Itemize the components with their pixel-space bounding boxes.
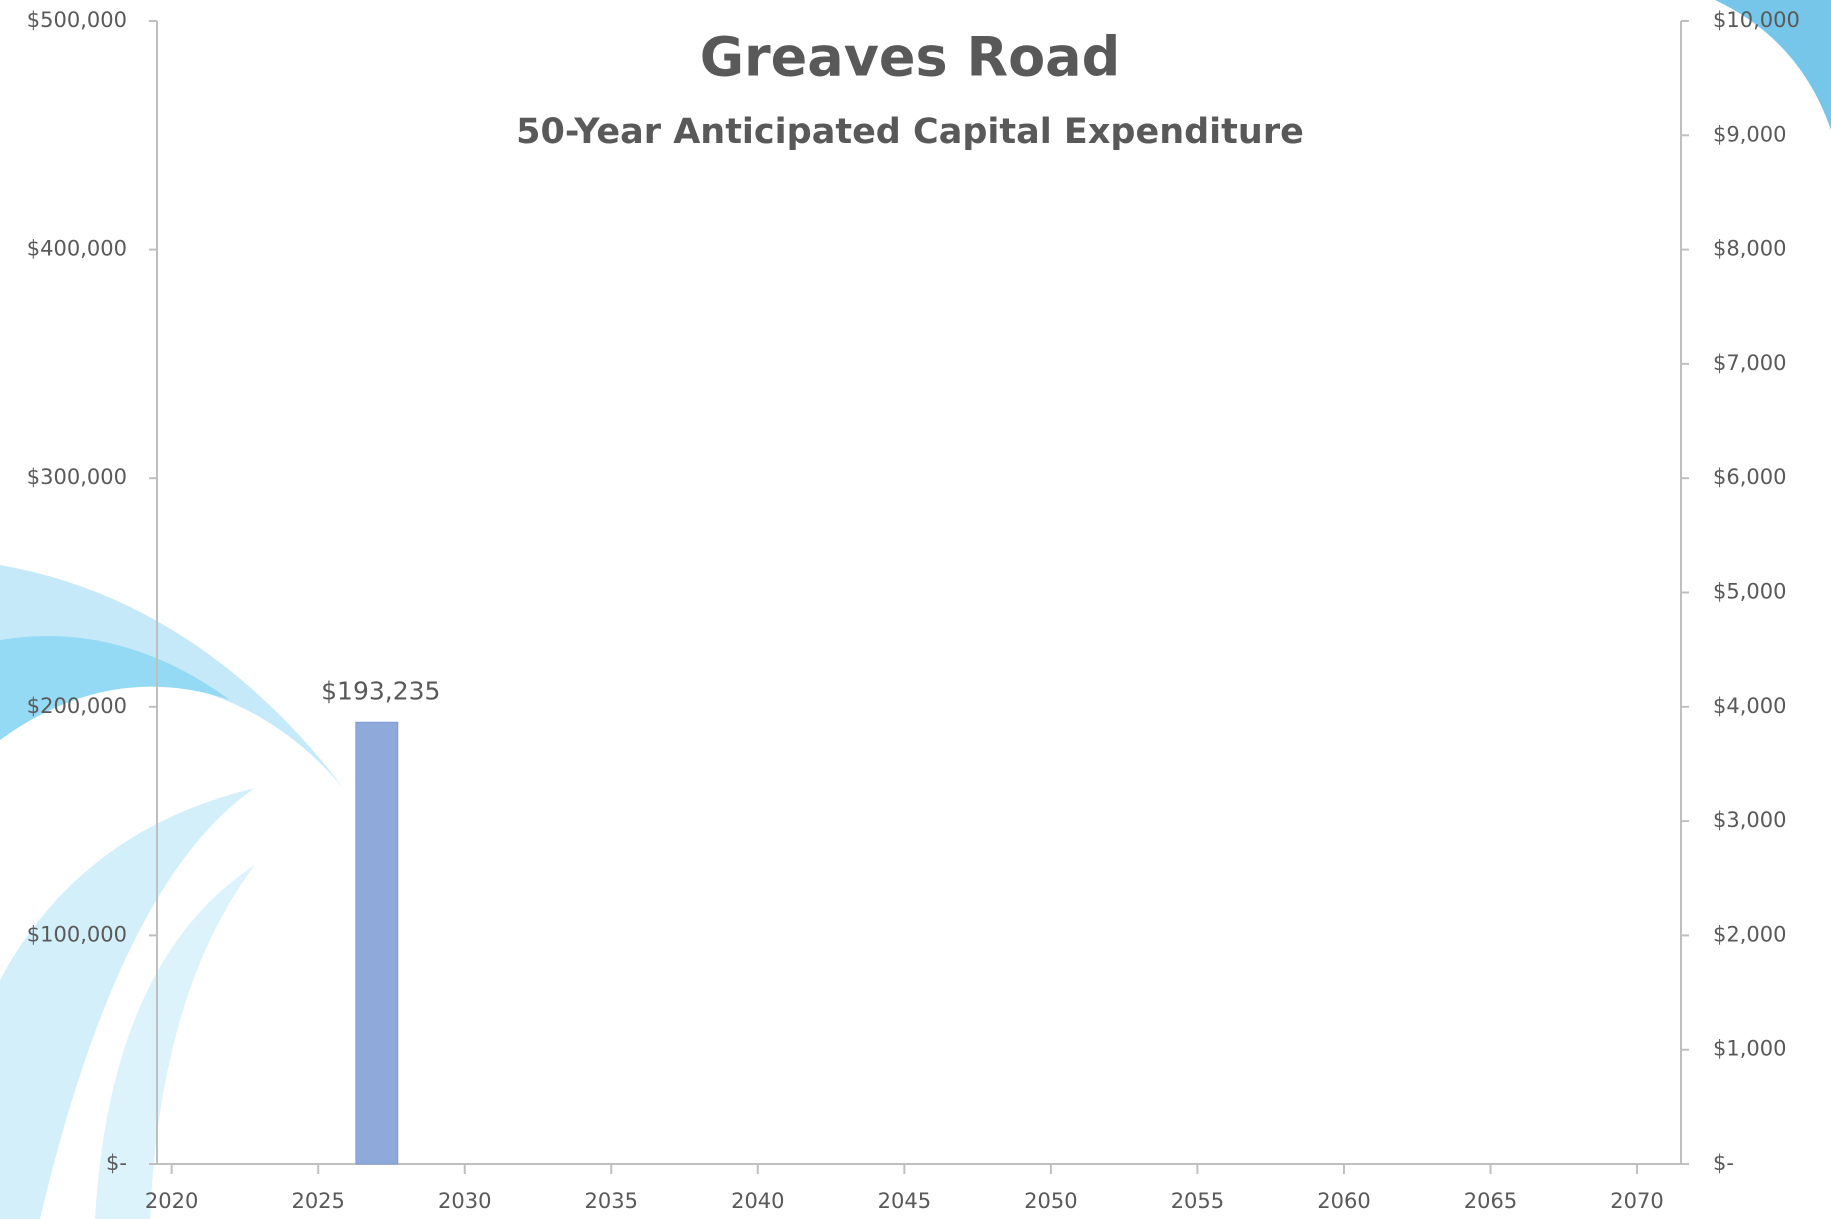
x-tick-label: 2060 <box>1317 1189 1370 1213</box>
y-tick-label: $500,000 <box>27 8 127 32</box>
y-tick-label: $400,000 <box>27 237 127 261</box>
y2-tick-label: $7,000 <box>1713 351 1786 375</box>
y2-tick-label: $- <box>1713 1151 1734 1175</box>
data-label: $193,235 <box>321 676 440 705</box>
x-tick-label: 2040 <box>731 1189 784 1213</box>
x-tick-label: 2065 <box>1464 1189 1517 1213</box>
x-tick-label: 2055 <box>1171 1189 1224 1213</box>
y2-tick-label: $9,000 <box>1713 122 1786 146</box>
y2-tick-label: $1,000 <box>1713 1037 1786 1061</box>
y2-tick-label: $4,000 <box>1713 694 1786 718</box>
y-tick-label: $100,000 <box>27 922 127 946</box>
y2-tick-label: $8,000 <box>1713 237 1786 261</box>
x-tick-label: 2025 <box>291 1189 344 1213</box>
x-tick-label: 2035 <box>585 1189 638 1213</box>
x-tick-label: 2050 <box>1024 1189 1077 1213</box>
x-tick-label: 2030 <box>438 1189 491 1213</box>
y2-tick-label: $5,000 <box>1713 580 1786 604</box>
x-tick-label: 2020 <box>145 1189 198 1213</box>
chart-title: Greaves Road <box>700 26 1121 89</box>
y-tick-label: $- <box>106 1151 127 1175</box>
y2-tick-label: $10,000 <box>1713 8 1800 32</box>
y2-tick-label: $6,000 <box>1713 465 1786 489</box>
x-tick-label: 2045 <box>878 1189 931 1213</box>
y2-tick-label: $3,000 <box>1713 808 1786 832</box>
bar <box>355 721 399 1165</box>
y-tick-label: $300,000 <box>27 465 127 489</box>
x-tick-label: 2070 <box>1610 1189 1663 1213</box>
chart-subtitle: 50-Year Anticipated Capital Expenditure <box>516 112 1304 152</box>
y2-tick-label: $2,000 <box>1713 922 1786 946</box>
y-tick-label: $200,000 <box>27 694 127 718</box>
